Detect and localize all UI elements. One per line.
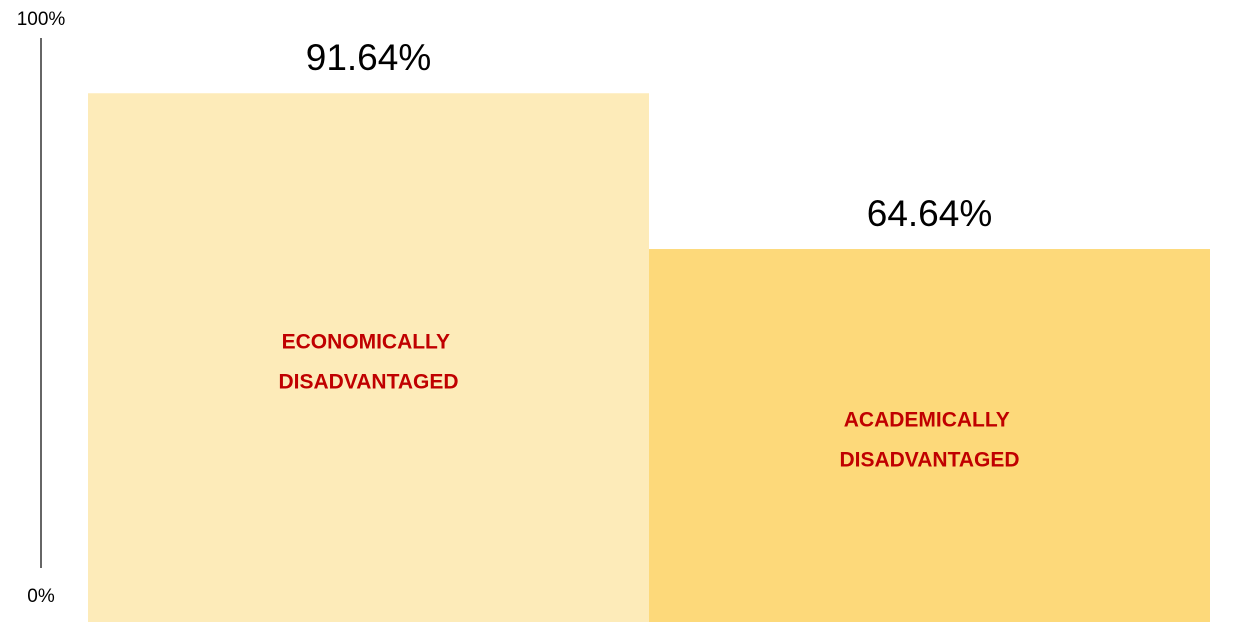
y-tick-label: 100% <box>17 9 66 30</box>
category-label: ACADEMICALLY DISADVANTAGED <box>839 408 1019 471</box>
value-label: 64.64% <box>867 193 993 234</box>
value-label: 91.64% <box>306 37 432 78</box>
bar <box>88 93 649 623</box>
category-label: ECONOMICALLY DISADVANTAGED <box>278 330 458 393</box>
bar <box>649 249 1210 622</box>
y-tick-label: 0% <box>27 586 55 607</box>
